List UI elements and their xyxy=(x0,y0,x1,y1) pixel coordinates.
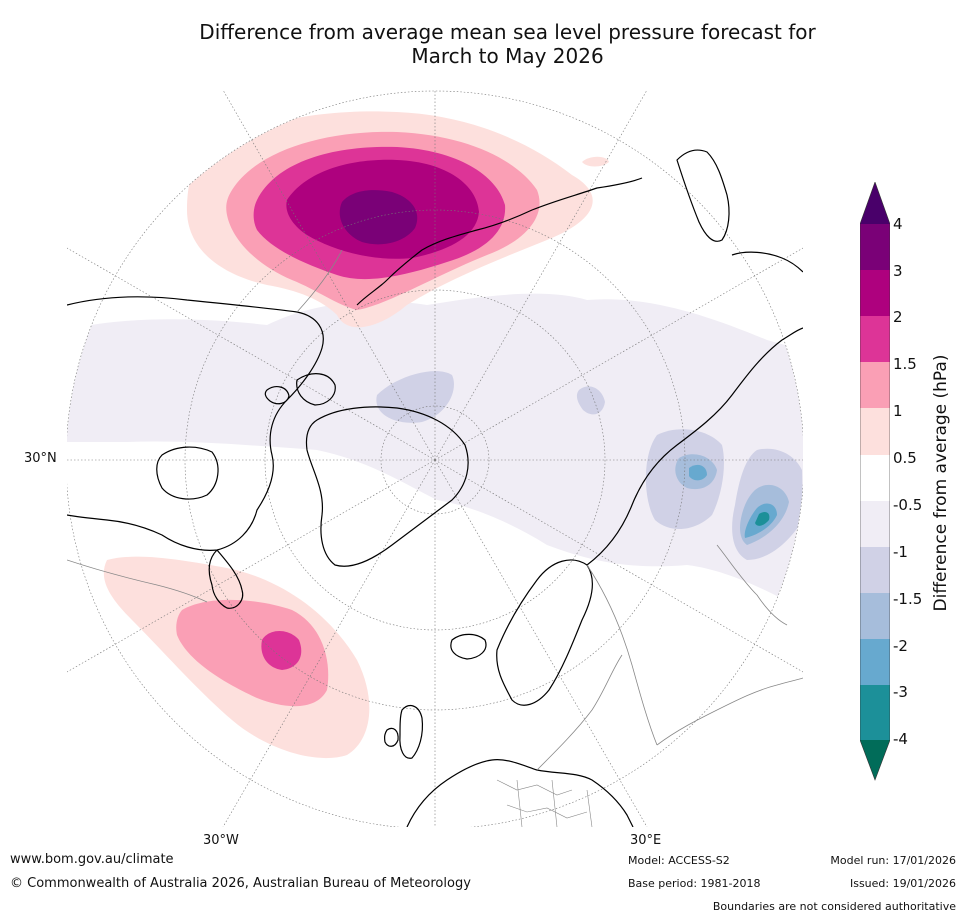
europe-borders xyxy=(496,779,593,827)
colorbar-tick-neg2: -2 xyxy=(893,637,908,655)
lat-circle-60n xyxy=(264,289,606,631)
colorbar-tick-neg4: -4 xyxy=(893,730,908,748)
colorbar-band-neutral xyxy=(860,455,890,501)
coast-far-east xyxy=(731,251,803,273)
border-mongolia xyxy=(716,544,788,626)
anomaly-neg-2-west xyxy=(689,464,707,481)
coast-north-america-arctic xyxy=(67,296,324,551)
coast-europe xyxy=(406,759,634,827)
coast-greenland xyxy=(305,406,469,567)
colorbar-tick-1: 1 xyxy=(893,402,903,420)
anomaly-neg-1-arctic xyxy=(376,371,454,423)
coast-scandinavia xyxy=(496,559,594,706)
footer-model-run: Model run: 17/01/2026 xyxy=(830,854,956,867)
border-europe-5 xyxy=(586,789,593,827)
meridian-120w xyxy=(67,247,436,461)
meridian-60w xyxy=(67,459,436,673)
colorbar-extend-max xyxy=(860,182,890,224)
country-borders xyxy=(67,249,803,771)
anomaly-neg-1-nordic xyxy=(576,386,605,415)
border-canada-us xyxy=(67,559,208,603)
title-line-1: Difference from average mean sea level p… xyxy=(199,20,816,44)
meridian-150e xyxy=(434,90,648,461)
lon-label-30w: 30°W xyxy=(203,833,239,848)
lon-label-30e: 30°E xyxy=(630,833,662,848)
colorbar-band-1.5-2 xyxy=(860,316,890,362)
meridian-120e xyxy=(434,247,803,461)
meridians xyxy=(67,90,803,827)
colorbar-tick-4: 4 xyxy=(893,215,903,233)
coast-hudson-bay xyxy=(156,446,219,500)
footer-website[interactable]: www.bom.gov.au/climate xyxy=(10,852,174,867)
meridian-60e xyxy=(434,459,803,673)
meridian-30w xyxy=(222,459,436,827)
border-europe-3 xyxy=(516,779,523,827)
border-eastern-europe xyxy=(536,654,623,771)
footer-disclaimer: Boundaries are not considered authoritat… xyxy=(712,900,956,913)
colorbar-title: Difference from average (hPa) xyxy=(931,354,951,612)
colorbar-outline xyxy=(860,182,890,781)
colorbar-band-neg0.5-neg1 xyxy=(860,501,890,547)
colorbar-band-3-4 xyxy=(860,224,890,270)
colorbar-band-0.5-1 xyxy=(860,408,890,455)
colorbar-tick-3: 3 xyxy=(893,262,903,280)
colorbar-band-neg1.5-neg2 xyxy=(860,593,890,639)
coast-kamchatka xyxy=(676,149,730,242)
anomaly-neg-3-east xyxy=(755,512,770,526)
border-central-asia xyxy=(656,677,803,746)
colorbar-band-1-1.5 xyxy=(860,362,890,408)
colorbar-tick-1.5: 1.5 xyxy=(893,355,917,373)
border-europe-1 xyxy=(496,779,573,796)
map-title: Difference from average mean sea level p… xyxy=(0,20,965,68)
coastlines xyxy=(67,149,803,827)
colorbar-tick-neg0.5: -0.5 xyxy=(893,496,923,514)
coast-chukotka-alaska xyxy=(356,177,643,306)
map-panel[interactable] xyxy=(67,90,803,827)
colorbar-tick-neg3: -3 xyxy=(893,683,908,701)
colorbar xyxy=(860,182,890,781)
border-europe-4 xyxy=(551,779,558,827)
colorbar-tick-0.5: 0.5 xyxy=(893,449,917,467)
footer-model: Model: ACCESS-S2 xyxy=(628,854,730,867)
footer-base-period: Base period: 1981-2018 xyxy=(628,877,761,890)
title-line-2: March to May 2026 xyxy=(411,44,604,68)
border-russia-west xyxy=(586,564,658,746)
colorbar-band-neg1-neg1.5 xyxy=(860,547,890,593)
anomaly-pos-0.5-gulf xyxy=(582,156,609,167)
coast-labrador xyxy=(208,549,244,609)
coast-iceland xyxy=(450,633,487,660)
colorbar-tick-neg1.5: -1.5 xyxy=(893,590,923,608)
colorbar-tick-neg1: -1 xyxy=(893,543,908,561)
coast-arctic-islands xyxy=(264,373,336,406)
coast-siberia xyxy=(586,327,803,566)
meridian-30e xyxy=(434,459,648,827)
meridian-150w xyxy=(222,90,436,461)
colorbar-band-neg3-neg4 xyxy=(860,685,890,740)
colorbar-extend-min xyxy=(860,740,890,780)
lat-label-30n: 30°N xyxy=(24,451,57,466)
footer-issued: Issued: 19/01/2026 xyxy=(849,877,956,890)
colorbar-band-neg2-neg3 xyxy=(860,639,890,685)
anomaly-pos-1.5-atlantic xyxy=(261,631,302,670)
border-alaska xyxy=(296,249,343,313)
colorbar-tick-2: 2 xyxy=(893,308,903,326)
coast-british-isles xyxy=(384,704,424,759)
colorbar-band-2-3 xyxy=(860,270,890,316)
anomaly-pos-3-pacific xyxy=(339,190,418,245)
anomaly-pos-1-atlantic xyxy=(176,599,329,707)
footer-copyright: © Commonwealth of Australia 2026, Austra… xyxy=(10,876,471,891)
map-svg xyxy=(67,90,803,827)
